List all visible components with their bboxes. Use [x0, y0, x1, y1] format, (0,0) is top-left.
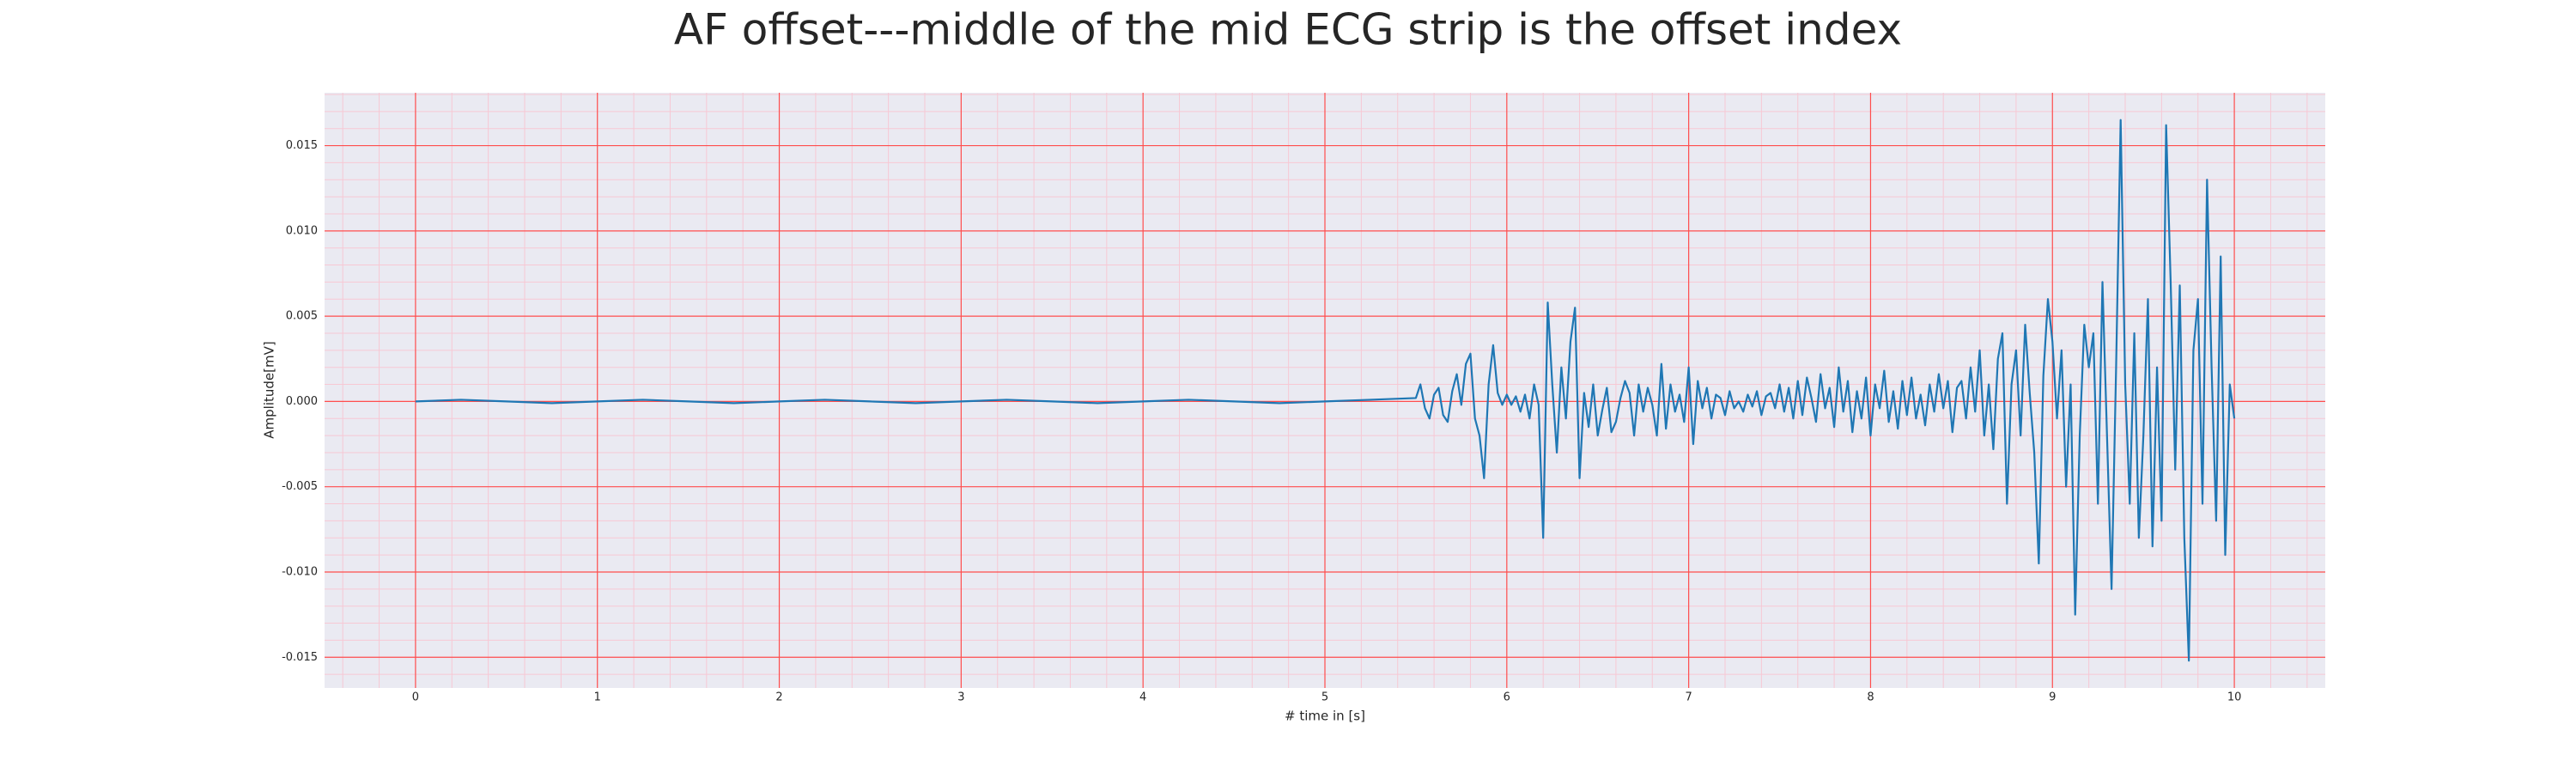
y-axis-label: Amplitude[mV] — [262, 341, 277, 438]
x-tick-label: 2 — [775, 691, 782, 704]
data-line — [415, 119, 2236, 662]
x-axis-label: # time in [s] — [1285, 709, 1365, 724]
x-tick-label: 5 — [1321, 691, 1328, 704]
x-tick-label: 8 — [1867, 691, 1874, 704]
x-tick-label: 1 — [594, 691, 601, 704]
x-tick-label: 10 — [2227, 691, 2242, 704]
x-tick-label: 9 — [2049, 691, 2056, 704]
chart-title: AF offset---middle of the mid ECG strip … — [674, 5, 1902, 55]
y-tick-label: 0.015 — [286, 139, 318, 152]
y-tick-label: 0.000 — [286, 395, 318, 408]
x-tick-label: 7 — [1685, 691, 1692, 704]
x-tick-label: 6 — [1504, 691, 1510, 704]
y-tick-label: 0.010 — [286, 224, 318, 237]
y-tick-label: 0.005 — [286, 310, 318, 323]
x-tick-label: 3 — [957, 691, 964, 704]
y-tick-label: -0.005 — [282, 480, 318, 493]
x-tick-label: 4 — [1139, 691, 1146, 704]
y-tick-label: -0.010 — [282, 565, 318, 578]
x-tick-label: 0 — [412, 691, 419, 704]
y-tick-label: -0.015 — [282, 651, 318, 664]
